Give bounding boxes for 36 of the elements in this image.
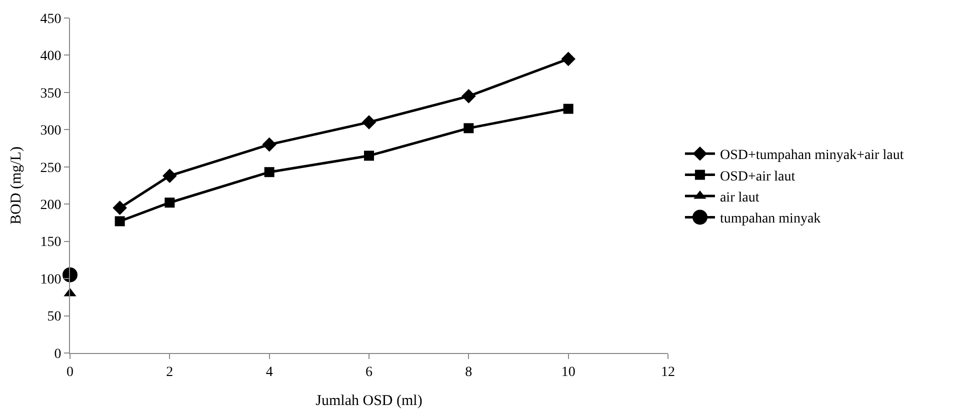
point xyxy=(462,89,476,104)
y-tick-label: 250 xyxy=(40,160,62,176)
point xyxy=(264,167,274,178)
point xyxy=(62,267,78,282)
legend-label: tumpahan minyak xyxy=(720,212,821,227)
y-tick-label: 50 xyxy=(47,310,62,325)
point xyxy=(262,137,276,152)
point xyxy=(561,52,576,66)
y-tick-label: 450 xyxy=(40,12,62,27)
legend-label: OSD+air laut xyxy=(720,169,796,184)
x-tick-label: 8 xyxy=(465,364,472,380)
x-tick-label: 2 xyxy=(166,364,174,380)
point xyxy=(464,123,474,134)
y-tick-label: 100 xyxy=(40,272,62,288)
y-tick-label: 400 xyxy=(40,49,62,64)
x-tick-label: 4 xyxy=(266,364,273,380)
point xyxy=(162,168,177,183)
x-tick-label: 10 xyxy=(561,364,576,380)
point xyxy=(112,200,127,215)
y-tick-label: 200 xyxy=(40,198,62,214)
y-tick-label: 150 xyxy=(40,235,62,250)
y-tick-label: 300 xyxy=(40,124,62,139)
point xyxy=(114,216,125,226)
legend-label: air laut xyxy=(720,190,760,206)
y-tick-label: 0 xyxy=(54,346,62,362)
x-tick-label: 12 xyxy=(661,364,675,380)
x-tick-label: 0 xyxy=(66,364,74,380)
y-tick-label: 350 xyxy=(40,86,62,102)
point xyxy=(164,198,175,208)
y-axis-title: BOD (mg/L) xyxy=(8,146,24,224)
point xyxy=(362,115,376,130)
legend-label: OSD+tumpahan minyak+air laut xyxy=(720,148,904,164)
x-axis-title: Jumlah OSD (ml) xyxy=(316,392,422,409)
point xyxy=(563,104,574,114)
x-tick-label: 6 xyxy=(366,364,372,380)
point xyxy=(364,150,374,161)
